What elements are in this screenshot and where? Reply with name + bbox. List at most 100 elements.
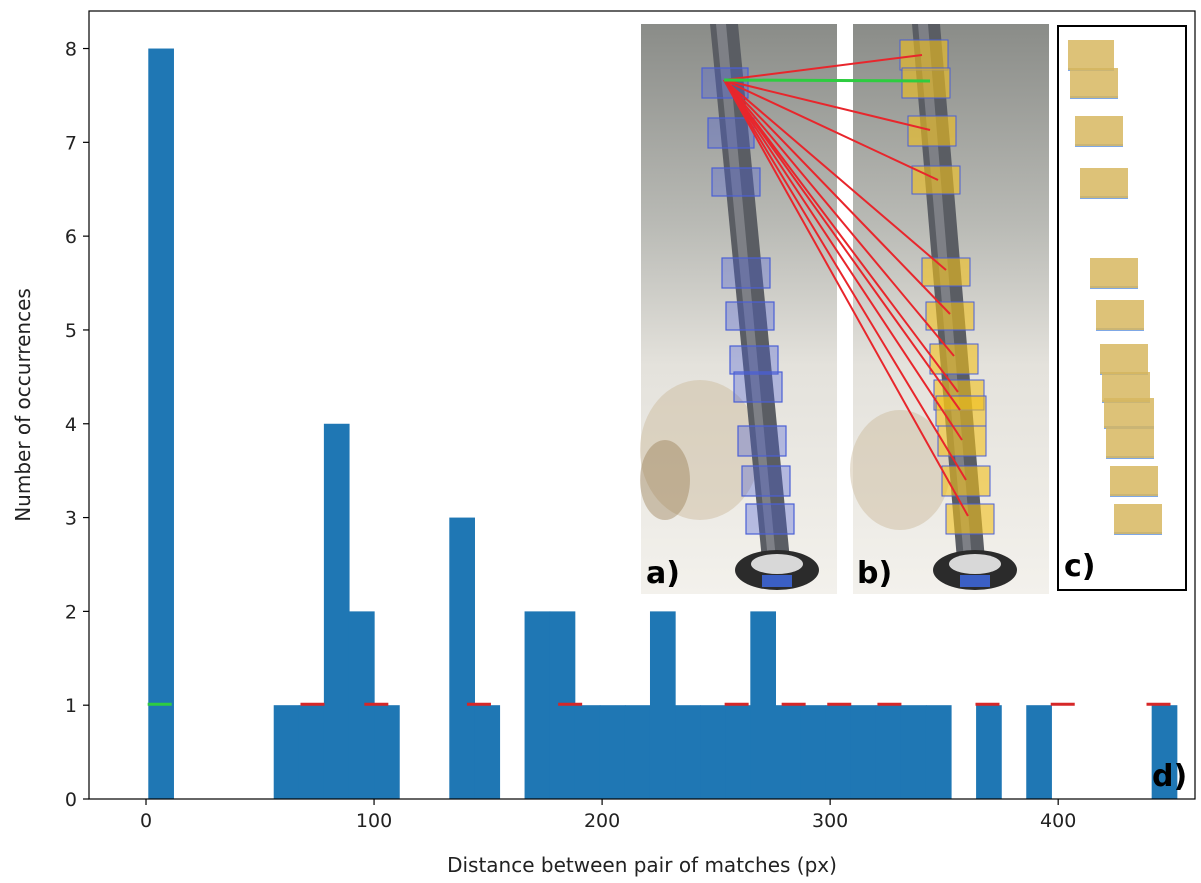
x-tick-label: 200 bbox=[584, 810, 620, 832]
histogram-bar bbox=[148, 48, 174, 800]
inset-panel-c: c) bbox=[1057, 25, 1187, 591]
yellow-box bbox=[921, 257, 971, 287]
x-tick-label: 100 bbox=[356, 810, 392, 832]
panel-label-d: d) bbox=[1152, 759, 1187, 794]
match-lines bbox=[723, 54, 969, 517]
match-line bbox=[723, 79, 955, 357]
yellow-box bbox=[907, 115, 957, 147]
y-axis-title: Number of occurrences bbox=[11, 288, 35, 522]
overlay-boxes bbox=[1068, 40, 1162, 535]
histogram-bar bbox=[624, 705, 651, 799]
match-line bbox=[723, 79, 969, 517]
match-line bbox=[723, 79, 931, 131]
histogram-bar bbox=[725, 705, 751, 799]
panel-label-a: a) bbox=[646, 556, 680, 591]
match-line bbox=[723, 79, 951, 315]
inset-photo-a: a) bbox=[640, 24, 837, 594]
blue-box bbox=[737, 425, 787, 457]
panel-label-c: c) bbox=[1064, 549, 1096, 584]
plot-frame bbox=[88, 10, 1196, 800]
histogram-bar bbox=[649, 611, 676, 799]
match-line bbox=[723, 79, 939, 181]
x-axis-title: Distance between pair of matches (px) bbox=[447, 853, 837, 877]
overlay-box bbox=[1080, 168, 1128, 198]
overlay-box bbox=[1090, 258, 1138, 288]
y-tick-label: 3 bbox=[65, 508, 77, 530]
histogram-bar bbox=[524, 611, 551, 799]
blue-box bbox=[721, 257, 771, 289]
yellow-box bbox=[925, 301, 975, 331]
overlay-box bbox=[1110, 466, 1158, 496]
histogram-bar bbox=[675, 705, 701, 799]
yellow-box bbox=[899, 39, 949, 71]
histogram-bar bbox=[900, 705, 927, 799]
yellow-box bbox=[941, 465, 991, 497]
panel-label-b: b) bbox=[857, 556, 892, 591]
histogram-bar bbox=[775, 705, 802, 799]
histogram-bar bbox=[323, 423, 350, 799]
histogram-bar bbox=[850, 705, 877, 799]
inset-photo-b: b) bbox=[850, 24, 1049, 594]
y-tick-label: 0 bbox=[65, 789, 77, 811]
yellow-detection-boxes bbox=[899, 39, 995, 535]
yellow-box bbox=[901, 67, 951, 99]
histogram-bar bbox=[750, 611, 777, 799]
histogram-bar bbox=[976, 705, 1002, 799]
histogram-bar bbox=[449, 517, 475, 799]
histogram-bar bbox=[574, 705, 601, 799]
histogram-bar bbox=[474, 705, 501, 799]
match-line-true bbox=[723, 78, 931, 83]
x-axis-ticks: 0 100 200 300 400 bbox=[140, 799, 1076, 832]
blue-detection-boxes bbox=[701, 67, 795, 535]
y-axis-ticks: 0 1 2 3 4 5 6 7 8 bbox=[65, 39, 89, 811]
overlay-box bbox=[1104, 398, 1154, 428]
histogram-bars bbox=[148, 48, 1178, 800]
histogram-bar bbox=[925, 705, 952, 799]
x-tick-label: 300 bbox=[812, 810, 848, 832]
y-tick-label: 8 bbox=[65, 39, 77, 61]
overlay-box bbox=[1106, 428, 1154, 458]
match-line bbox=[723, 79, 967, 481]
overlay-box bbox=[1102, 372, 1150, 402]
blue-box bbox=[725, 301, 775, 331]
match-line bbox=[723, 54, 923, 81]
yellow-box bbox=[945, 503, 995, 535]
blue-box bbox=[741, 465, 791, 497]
histogram-bar bbox=[825, 705, 852, 799]
match-line bbox=[723, 79, 961, 411]
overlay-box bbox=[1100, 344, 1148, 374]
histogram-bar bbox=[374, 705, 400, 799]
y-tick-label: 1 bbox=[65, 695, 77, 717]
y-tick-label: 4 bbox=[65, 414, 77, 436]
y-tick-label: 5 bbox=[65, 320, 77, 342]
overlay-box bbox=[1114, 504, 1162, 534]
overlay-box bbox=[1075, 116, 1123, 146]
overlay-box bbox=[1070, 68, 1118, 98]
histogram-bar bbox=[800, 705, 827, 799]
histogram-bar bbox=[700, 705, 726, 799]
overlay-box bbox=[1068, 40, 1114, 70]
y-tick-label: 6 bbox=[65, 226, 77, 248]
blue-box bbox=[733, 371, 783, 403]
blue-box bbox=[707, 117, 755, 149]
yellow-box bbox=[929, 343, 979, 375]
yellow-box bbox=[935, 395, 987, 427]
histogram-bar bbox=[599, 705, 626, 799]
yellow-box bbox=[937, 425, 987, 457]
histogram-bar bbox=[273, 705, 300, 799]
blue-box bbox=[729, 345, 779, 375]
overlay-box bbox=[1096, 300, 1144, 330]
histogram-bar bbox=[1026, 705, 1052, 799]
x-tick-label: 400 bbox=[1040, 810, 1076, 832]
histogram-bar bbox=[1151, 705, 1178, 799]
match-line bbox=[723, 79, 947, 271]
blue-box bbox=[745, 503, 795, 535]
match-line bbox=[723, 79, 959, 393]
match-line bbox=[723, 79, 963, 441]
x-tick-label: 0 bbox=[140, 810, 152, 832]
y-tick-label: 2 bbox=[65, 601, 77, 623]
histogram-bar bbox=[298, 705, 325, 799]
histogram-bar bbox=[875, 705, 902, 799]
y-tick-label: 7 bbox=[65, 132, 77, 154]
